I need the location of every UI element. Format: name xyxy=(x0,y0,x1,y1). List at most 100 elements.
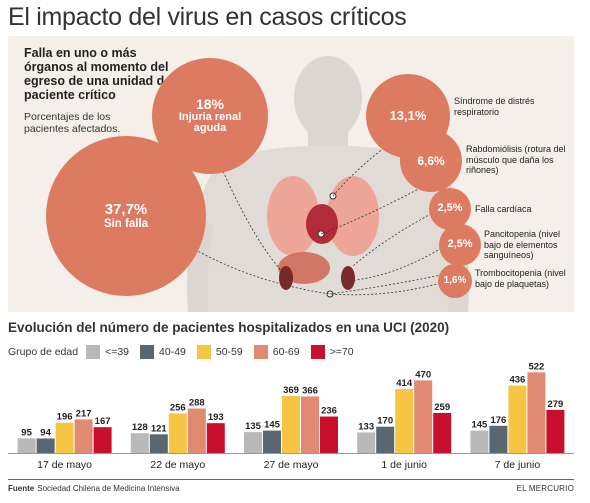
legend-item: 40-49 xyxy=(140,345,186,359)
label-rhabdomyolysis: Rabdomiólisis (rotura del músculo que da… xyxy=(466,144,566,175)
bubble-pancytopenia: 2,5% xyxy=(439,224,481,266)
bubble-thrombocytopenia: 1,6% xyxy=(438,264,472,298)
bar-value-label: 366 xyxy=(302,385,318,396)
bar-<=39 xyxy=(130,433,149,453)
legend-swatch xyxy=(196,345,211,359)
bar-value-label: 470 xyxy=(415,369,431,380)
legend-swatch xyxy=(253,345,268,359)
right-lung xyxy=(327,176,379,256)
bar->=70 xyxy=(546,409,565,453)
legend-item: <=39 xyxy=(86,345,129,359)
bubble-rhabdomyolysis: 6,6% xyxy=(400,130,462,192)
legend-label: >=70 xyxy=(329,346,354,358)
left-lung xyxy=(267,176,319,256)
infographic-subheading: Porcentajes de los pacientes afectados. xyxy=(24,111,121,135)
bubble-pct: 2,5% xyxy=(447,238,473,251)
bar-<=39 xyxy=(17,438,36,453)
footer-brand: EL MERCURIO xyxy=(516,484,574,493)
legend-item: >=70 xyxy=(310,345,354,359)
bar-value-label: 288 xyxy=(189,397,205,408)
bar-50-59 xyxy=(55,422,74,453)
bar-value-label: 256 xyxy=(170,402,186,413)
bar->=70 xyxy=(433,412,452,453)
bar-value-label: 259 xyxy=(434,402,450,413)
bar->=70 xyxy=(93,427,112,453)
bar-60-69 xyxy=(187,408,206,453)
x-tick-label: 27 de mayo xyxy=(264,459,319,471)
legend-swatch xyxy=(140,345,155,359)
right-kidney xyxy=(341,266,355,290)
bar-40-49 xyxy=(376,426,395,453)
bar-50-59 xyxy=(508,385,527,453)
bar->=70 xyxy=(206,423,225,453)
bar-value-label: 436 xyxy=(509,375,525,386)
bar-60-69 xyxy=(301,396,319,453)
bar-<=39 xyxy=(470,430,489,453)
bubble-label: Sin falla xyxy=(103,217,149,230)
bar-value-label: 167 xyxy=(95,416,111,427)
bar-value-label: 95 xyxy=(21,427,32,438)
bar-value-label: 176 xyxy=(490,415,506,426)
bar-value-label: 133 xyxy=(358,421,374,432)
legend-swatch xyxy=(86,345,101,359)
bubble-pct: 37,7% xyxy=(104,201,148,219)
bar-value-label: 193 xyxy=(208,412,224,423)
bar-value-label: 135 xyxy=(245,421,262,432)
bar-60-69 xyxy=(414,380,433,453)
label-pancytopenia: Pancitopenia (nivel bajo de elementos sa… xyxy=(484,229,561,260)
bar-value-label: 121 xyxy=(151,423,168,434)
bar-value-label: 414 xyxy=(396,378,413,389)
bar-60-69 xyxy=(74,419,93,453)
bubble-pct: 13,1% xyxy=(389,108,427,124)
bar-<=39 xyxy=(357,432,376,453)
legend-label: 60-69 xyxy=(272,346,300,358)
x-tick-label: 22 de mayo xyxy=(150,459,205,471)
bar-value-label: 128 xyxy=(132,422,148,433)
bubble-pct: 2,5% xyxy=(437,202,463,215)
legend-label: 50-59 xyxy=(215,346,243,358)
legend-item: 60-69 xyxy=(253,345,300,359)
chart-legend: Grupo de edad <=39 40-49 50-59 60-69 >=7… xyxy=(8,345,365,359)
bar->=70 xyxy=(320,416,338,453)
legend-title: Grupo de edad xyxy=(8,346,79,358)
footer-divider xyxy=(8,479,574,480)
x-tick-label: 1 de junio xyxy=(381,459,427,471)
bar-value-label: 145 xyxy=(264,420,281,431)
bar-<=39 xyxy=(244,432,262,453)
bar-40-49 xyxy=(489,425,508,453)
bubble-pct: 6,6% xyxy=(417,153,445,168)
label-respiratory-distress: Síndrome de distrés respiratorio xyxy=(454,96,535,117)
bar-50-59 xyxy=(282,395,300,453)
source-text: Sociedad Chilena de Medicina Intensiva xyxy=(37,484,180,493)
bar-value-label: 279 xyxy=(547,399,563,410)
footer-source: Fuente Sociedad Chilena de Medicina Inten… xyxy=(8,484,180,493)
chart-title: Evolución del número de pacientes hospit… xyxy=(8,320,450,335)
bar-value-label: 94 xyxy=(40,427,51,438)
bar-value-label: 236 xyxy=(321,406,337,417)
source-label: Fuente xyxy=(8,484,35,493)
legend-label: <=39 xyxy=(105,346,130,358)
bar-40-49 xyxy=(263,430,281,453)
x-tick-label: 17 de mayo xyxy=(37,459,92,471)
bar-value-label: 196 xyxy=(57,412,73,423)
human-torso-illustration xyxy=(123,56,469,312)
bar-value-label: 522 xyxy=(528,361,544,372)
bar-50-59 xyxy=(168,413,187,453)
bar-value-label: 369 xyxy=(283,385,299,396)
x-tick-label: 7 de junio xyxy=(495,459,541,471)
bubble-heart-failure: 2,5% xyxy=(429,188,471,230)
infographic-heading: Falla en uno o más órganos al momento de… xyxy=(24,46,172,102)
legend-label: 40-49 xyxy=(159,346,186,358)
page-title: El impacto del virus en casos críticos xyxy=(8,3,407,31)
bar-value-label: 170 xyxy=(377,416,393,427)
bubble-pct: 1,6% xyxy=(443,274,467,286)
left-kidney xyxy=(279,266,293,290)
bar-50-59 xyxy=(395,389,414,453)
bar-value-label: 217 xyxy=(76,408,92,419)
heart xyxy=(306,204,338,244)
bar-60-69 xyxy=(527,372,546,453)
legend-item: 50-59 xyxy=(196,345,243,359)
bubble-label: Injuria renal aguda xyxy=(178,110,242,135)
bar-value-label: 145 xyxy=(471,420,488,431)
